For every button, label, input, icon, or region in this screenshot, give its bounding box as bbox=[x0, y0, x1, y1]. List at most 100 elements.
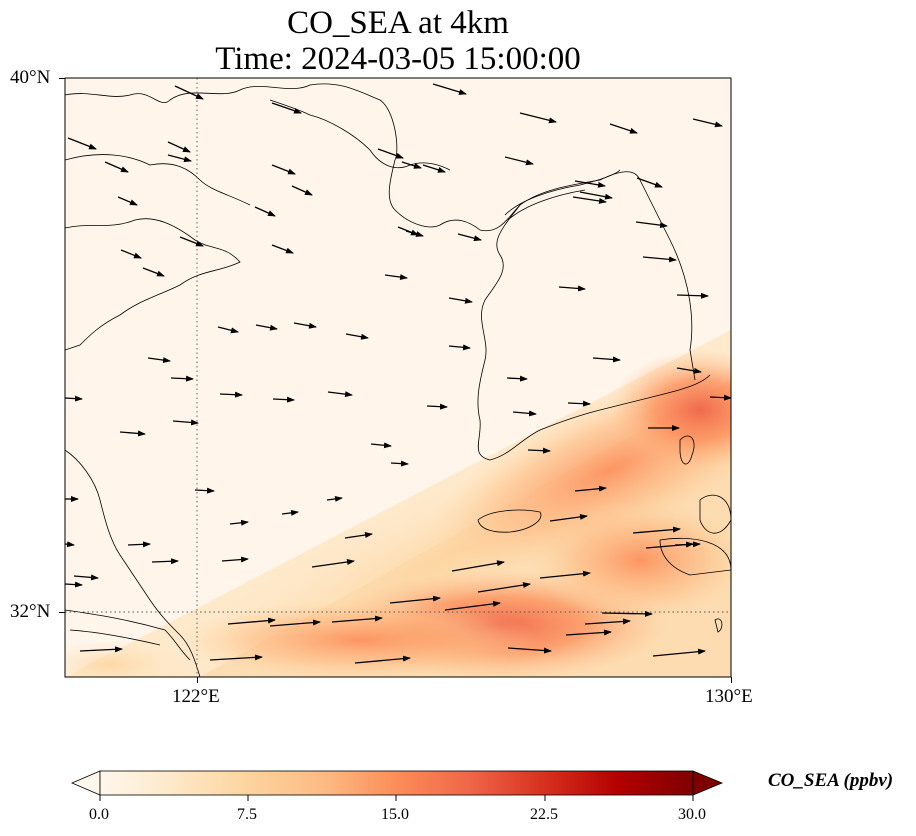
wind-arrow bbox=[271, 244, 294, 254]
wind-arrow bbox=[632, 526, 681, 534]
colorbar-gradient bbox=[100, 771, 693, 795]
colorbar-tick-label: 0.0 bbox=[89, 806, 109, 823]
colorbar-extend-min bbox=[70, 770, 101, 796]
wind-arrow bbox=[271, 164, 296, 175]
wind-arrow bbox=[405, 230, 424, 237]
wind-arrow bbox=[401, 161, 422, 169]
wind-arrow bbox=[293, 322, 317, 329]
wind-arrow bbox=[127, 541, 151, 548]
wind-arrow bbox=[444, 600, 501, 611]
wind-arrow bbox=[457, 233, 482, 242]
lon-tick-122e bbox=[197, 677, 198, 683]
wind-arrow bbox=[67, 137, 97, 150]
wind-arrow bbox=[291, 185, 313, 196]
wind-arrow bbox=[331, 615, 383, 623]
wind-arrow bbox=[636, 177, 663, 188]
wind-arrow bbox=[326, 495, 343, 502]
wind-arrow bbox=[147, 357, 171, 364]
wind-arrow bbox=[344, 532, 373, 539]
lon-tick-130e bbox=[731, 677, 732, 683]
wind-arrow bbox=[142, 267, 165, 277]
wind-arrow bbox=[65, 395, 83, 402]
wind-arrow bbox=[574, 485, 607, 492]
wind-arrow bbox=[558, 285, 586, 292]
wind-arrow bbox=[370, 442, 392, 449]
wind-arrow bbox=[635, 221, 668, 229]
wind-arrow bbox=[384, 274, 408, 281]
wind-arrow bbox=[73, 574, 99, 581]
wind-arrow bbox=[311, 559, 355, 568]
map-subtitle-time: Time: 2024-03-05 15:00:00 bbox=[215, 41, 581, 77]
wind-arrow bbox=[477, 582, 531, 593]
wind-arrow bbox=[217, 326, 239, 334]
colorbar-tick-label: 15.0 bbox=[381, 806, 409, 823]
wind-arrow bbox=[227, 617, 276, 625]
wind-arrow bbox=[422, 164, 446, 173]
wind-arrow bbox=[519, 112, 557, 124]
lon-label-122e: 122°E bbox=[172, 686, 220, 707]
lon-label-130e: 130°E bbox=[705, 686, 753, 707]
wind-arrow bbox=[354, 655, 411, 664]
wind-arrow bbox=[565, 629, 612, 636]
lat-label-32n: 32°N bbox=[10, 601, 51, 622]
wind-arrow bbox=[652, 648, 706, 657]
wind-arrow bbox=[539, 570, 591, 579]
wind-arrow bbox=[567, 400, 591, 407]
wind-vectors bbox=[65, 83, 731, 664]
wind-arrow bbox=[448, 297, 473, 304]
wind-arrow bbox=[219, 391, 243, 398]
wind-arrow bbox=[104, 161, 129, 173]
wind-arrow bbox=[117, 196, 138, 206]
wind-arrow bbox=[255, 324, 278, 331]
wind-arrow bbox=[209, 654, 263, 661]
wind-arrow bbox=[281, 509, 299, 516]
map-frame bbox=[64, 77, 732, 678]
wind-arrow bbox=[229, 519, 249, 526]
wind-arrow bbox=[272, 396, 295, 403]
wind-arrow bbox=[451, 560, 505, 572]
wind-arrow bbox=[674, 541, 701, 548]
lat-tick-32n bbox=[59, 612, 65, 613]
wind-arrow bbox=[172, 419, 199, 426]
coastlines bbox=[65, 83, 731, 677]
wind-arrow bbox=[549, 513, 588, 522]
map-title: CO_SEA at 4km bbox=[287, 5, 509, 41]
wind-arrow bbox=[167, 154, 192, 163]
colorbar-tick-label: 30.0 bbox=[678, 806, 706, 823]
colorbar-extend-max bbox=[692, 770, 724, 796]
wind-arrow bbox=[151, 558, 179, 565]
wind-arrow bbox=[221, 556, 249, 563]
wind-arrow bbox=[65, 541, 75, 548]
wind-arrow bbox=[692, 118, 723, 128]
colorbar-tick-label: 7.5 bbox=[237, 806, 257, 823]
wind-arrow bbox=[174, 85, 204, 100]
wind-arrow bbox=[609, 123, 638, 134]
lat-tick-40n bbox=[59, 78, 65, 79]
colorbar-tick-label: 22.5 bbox=[530, 806, 558, 823]
wind-arrow bbox=[79, 646, 123, 653]
wind-arrow bbox=[179, 236, 204, 247]
wind-arrow bbox=[327, 391, 353, 398]
wind-arrow bbox=[584, 618, 631, 625]
wind-arrow bbox=[377, 148, 404, 159]
wind-arrow bbox=[579, 191, 613, 200]
wind-arrow bbox=[574, 180, 606, 188]
wind-arrow bbox=[601, 610, 653, 617]
wind-arrow bbox=[507, 647, 552, 654]
wind-arrow bbox=[527, 447, 551, 454]
wind-arrow bbox=[506, 375, 528, 382]
wind-arrow bbox=[709, 394, 731, 401]
wind-arrow bbox=[65, 581, 83, 588]
lat-label-40n: 40°N bbox=[10, 67, 51, 88]
wind-arrow bbox=[504, 156, 534, 166]
wind-arrow bbox=[389, 595, 441, 604]
wind-arrow bbox=[592, 356, 621, 363]
wind-arrow bbox=[390, 460, 409, 467]
wind-arrow bbox=[642, 256, 677, 263]
wind-arrow bbox=[448, 344, 471, 351]
wind-arrow bbox=[572, 196, 607, 204]
wind-arrow bbox=[676, 292, 709, 299]
wind-arrow bbox=[120, 249, 142, 259]
wind-arrow bbox=[167, 141, 191, 153]
map-panel bbox=[64, 77, 732, 678]
